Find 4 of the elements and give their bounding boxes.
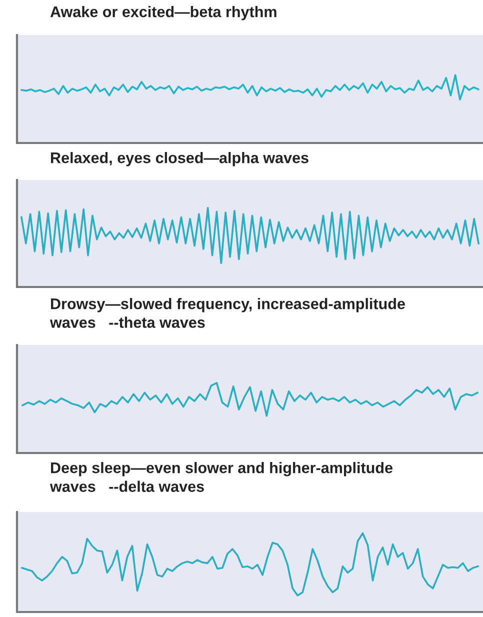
chart-title: Deep sleep—even slower and higher-amplitude waves --delta waves <box>50 462 392 492</box>
chart-title: Drowsy—slowed frequency, increased-amplitude waves --theta waves <box>50 298 405 328</box>
chart-title: Relaxed, eyes closed—alpha waves <box>51 152 308 166</box>
chart-title: Awake or excited—beta rhythm <box>50 6 276 20</box>
